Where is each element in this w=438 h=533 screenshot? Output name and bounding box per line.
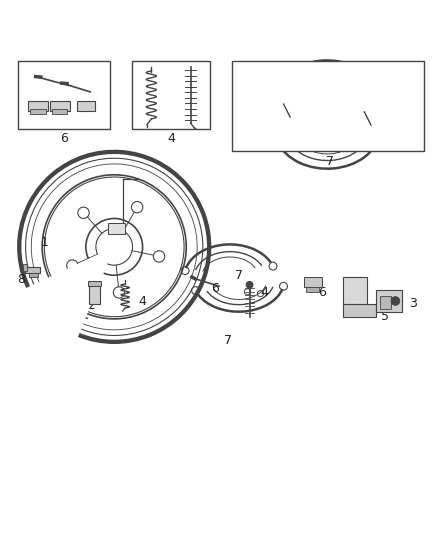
Bar (52, 109, 67, 114)
Text: 6: 6 (318, 286, 325, 299)
Text: 3: 3 (409, 297, 417, 310)
Text: 4: 4 (167, 132, 175, 145)
Bar (232, 61, 424, 151)
Text: 1: 1 (40, 236, 48, 249)
Text: 5: 5 (381, 310, 389, 323)
Bar (28, 101, 48, 111)
Bar (343, 277, 367, 306)
Bar (18, 61, 110, 129)
Bar (30, 109, 46, 114)
Text: 7: 7 (235, 269, 243, 281)
Bar (29, 273, 38, 277)
Bar (380, 296, 391, 309)
Bar (376, 289, 402, 312)
Text: 7: 7 (224, 334, 232, 347)
Bar (77, 101, 95, 111)
Bar (88, 281, 101, 286)
Text: 4: 4 (138, 295, 146, 308)
Bar (306, 287, 319, 292)
Bar (132, 61, 210, 129)
Text: 2: 2 (87, 300, 95, 312)
Circle shape (246, 281, 253, 288)
Text: 8: 8 (17, 273, 25, 286)
Bar (89, 284, 100, 304)
Circle shape (391, 297, 400, 305)
Bar (25, 266, 40, 273)
Text: 6: 6 (60, 132, 68, 145)
Text: 4: 4 (261, 286, 268, 299)
Text: 6: 6 (211, 282, 219, 295)
Bar (108, 223, 125, 234)
Bar (304, 277, 322, 287)
Bar (50, 101, 70, 111)
Wedge shape (21, 247, 114, 342)
Bar (23, 264, 27, 271)
Bar (343, 304, 376, 317)
Text: 7: 7 (326, 155, 334, 168)
